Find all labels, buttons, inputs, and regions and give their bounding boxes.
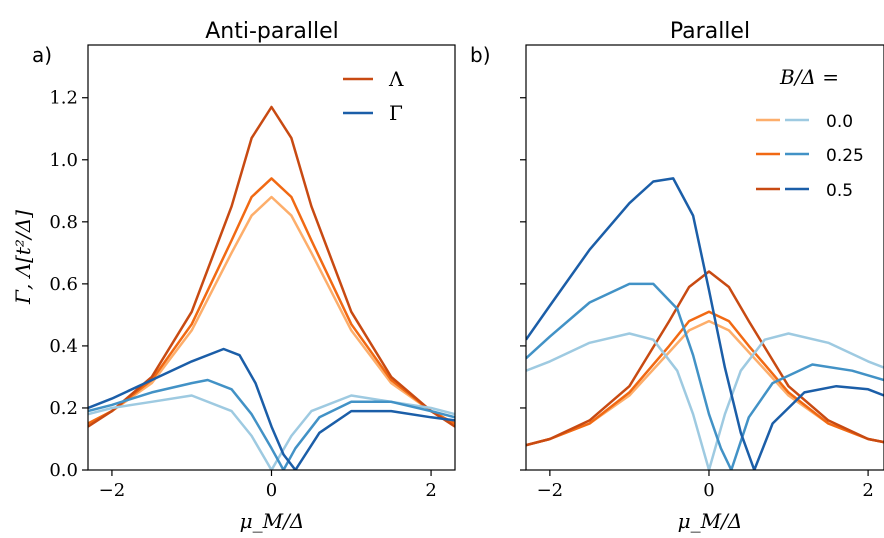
panel-a-y-tick-label: 0.4 (49, 336, 78, 357)
y-axis-label: Γ, Λ[t²/Δ] (11, 210, 35, 305)
panel-a-x-tick-label: −2 (99, 480, 126, 501)
legend-title: B/Δ = (779, 65, 839, 89)
panel-a-label: a) (32, 43, 52, 67)
panel-a-series-line-1 (88, 177, 455, 425)
panel-b-series-line-1 (526, 310, 884, 447)
panel-a-title: Anti-parallel (205, 19, 339, 44)
panel-a-y-tick-label: 0.8 (49, 212, 78, 233)
panel-a-plot: −2 0 2 0.0 0.2 0.4 0.6 0.8 1.0 1.2 (49, 44, 456, 501)
panel-a-y-tick-label: 1.0 (49, 150, 78, 171)
panel-b-plot: −2 0 2 (520, 44, 884, 501)
panel-a-series-line-5 (88, 347, 455, 470)
panel-b-x-tick-label: −2 (537, 480, 564, 501)
legend-lambda-label: Λ (388, 67, 404, 91)
panel-a-series-group (88, 105, 455, 470)
legend-label-1: 0.25 (826, 146, 864, 166)
panel-b-series-line-5 (526, 177, 884, 470)
panel-b-x-axis-label: μ_M/Δ (678, 509, 743, 533)
panel-a-y-tick-label: 0.0 (49, 460, 78, 481)
panel-b-label: b) (470, 43, 491, 67)
panel-b-series-line-3 (526, 332, 884, 470)
panel-a-x-axis-label: μ_M/Δ (240, 509, 305, 533)
panel-b-frame (525, 44, 884, 471)
panel-b-x-tick-label: 0 (703, 480, 714, 501)
legend-label-2: 0.5 (826, 181, 853, 201)
legend-gamma-label: Γ (389, 101, 403, 125)
panel-b-legend: B/Δ = 0.0 0.25 0.5 (756, 65, 864, 201)
panel-a-series-line-2 (88, 105, 455, 428)
panel-a-y-tick-label: 0.6 (49, 274, 78, 295)
panel-a-x-tick-label: 0 (266, 480, 277, 501)
panel-a-y-tick-label: 0.2 (49, 398, 78, 419)
panel-b-x-tick-label: 2 (862, 480, 873, 501)
panel-b-title: Parallel (670, 19, 750, 44)
panel-a-x-tick-label: 2 (425, 480, 436, 501)
panel-a-y-tick-label: 1.2 (49, 88, 78, 109)
panel-a-legend: Λ Γ (343, 67, 404, 125)
panel-a-series-line-4 (88, 378, 455, 470)
panel-b-series-line-2 (526, 270, 884, 447)
panel-a-series-line-3 (88, 394, 455, 470)
legend-label-0: 0.0 (826, 112, 853, 132)
panel-a-series-line-0 (88, 195, 455, 425)
panel-b-series-line-4 (526, 282, 884, 470)
panel-b-series-group (526, 177, 884, 470)
